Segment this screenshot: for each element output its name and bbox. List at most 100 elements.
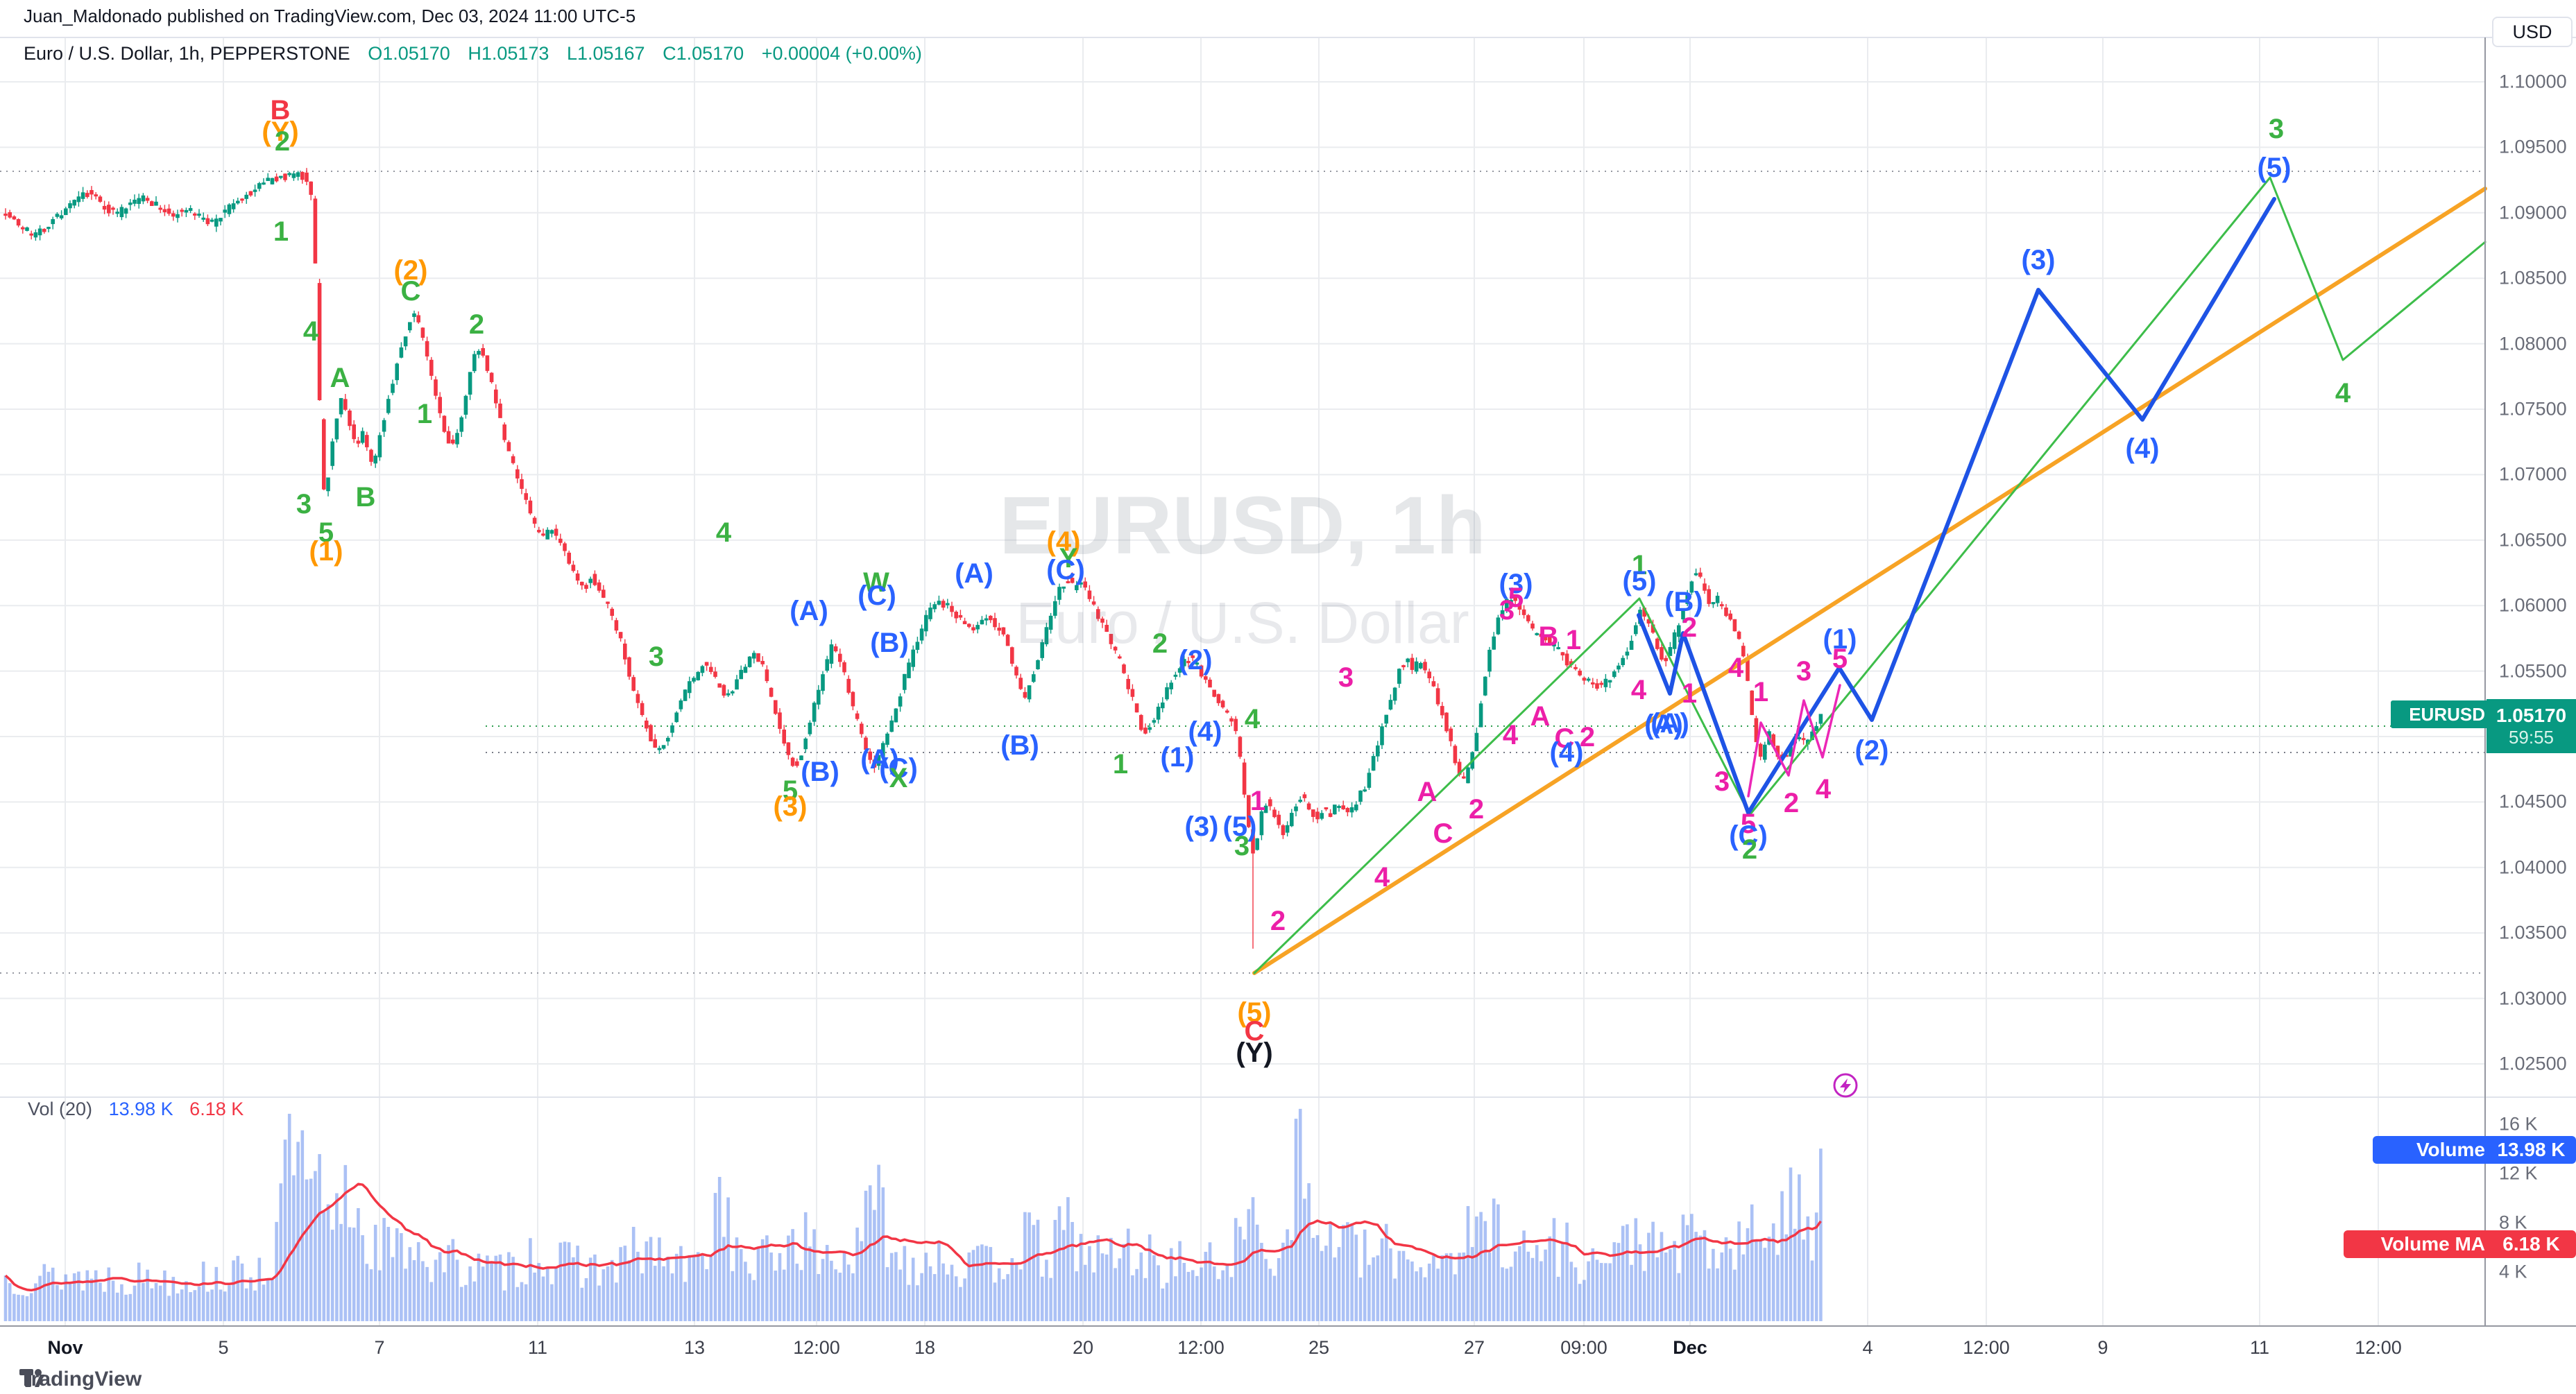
wave-label[interactable]: B — [270, 95, 291, 126]
level-lines-layer[interactable] — [0, 171, 2485, 974]
pink-subwave-line[interactable] — [1747, 684, 1841, 798]
wave-label[interactable]: W — [863, 567, 889, 598]
wave-label[interactable]: 2 — [1783, 788, 1800, 818]
wave-label[interactable]: (4) — [1549, 737, 1584, 768]
wave-label[interactable]: 1 — [1565, 625, 1582, 655]
wave-label[interactable]: 2 — [1681, 612, 1698, 643]
wave-label[interactable]: (2) — [1178, 645, 1213, 676]
wave-label[interactable]: (C) — [1046, 555, 1085, 585]
wave-label[interactable]: (A) — [1650, 708, 1689, 739]
wave-label[interactable]: (5) — [2257, 153, 2292, 183]
wave-label[interactable]: (A) — [790, 596, 828, 626]
wave-label[interactable]: (1) — [1160, 742, 1195, 773]
wave-label[interactable]: (3) — [2021, 245, 2056, 275]
wave-label[interactable]: C — [1244, 1016, 1265, 1047]
tradingview-logo[interactable]: TradingView — [19, 1368, 142, 1391]
projection-lines-layer[interactable] — [1252, 176, 2487, 975]
wave-label[interactable]: (A) — [1644, 709, 1683, 740]
volume-legend[interactable]: Vol (20) 13.98 K 6.18 K — [28, 1099, 244, 1120]
volume-ma-line[interactable] — [4, 1182, 1822, 1292]
wave-label[interactable]: 5 — [1740, 809, 1757, 839]
wave-label[interactable]: 5 — [1832, 644, 1848, 674]
wave-label[interactable]: 1 — [1752, 677, 1769, 707]
wave-label[interactable]: (B) — [801, 757, 839, 787]
wave-label[interactable]: A — [1530, 701, 1551, 732]
wave-label[interactable]: (5) — [1237, 997, 1272, 1028]
wave-label[interactable]: A — [330, 363, 350, 393]
wave-label[interactable]: (4) — [2125, 433, 2160, 464]
wave-label[interactable]: 3 — [1338, 662, 1354, 693]
wave-label[interactable]: 1 — [1631, 550, 1648, 580]
wave-label[interactable]: (5) — [1222, 811, 1257, 842]
wave-label[interactable]: (3) — [1499, 569, 1533, 599]
wave-label[interactable]: C — [1433, 818, 1453, 849]
wave-label[interactable]: 1 — [1249, 786, 1266, 816]
wave-label[interactable]: (2) — [393, 255, 428, 286]
wave-label[interactable]: 3 — [648, 642, 665, 672]
wave-label[interactable]: 4 — [715, 517, 732, 548]
wave-label[interactable]: (4) — [1188, 716, 1222, 747]
wave-label[interactable]: (4) — [1046, 526, 1081, 557]
wave-label[interactable]: 4 — [1728, 653, 1744, 683]
symbol-legend[interactable]: Euro / U.S. Dollar, 1h, PEPPERSTONE O1.0… — [24, 43, 922, 64]
wave-label[interactable]: 4 — [302, 316, 319, 347]
blue-projection-line[interactable] — [1637, 197, 2276, 815]
wave-label[interactable]: (A) — [955, 558, 993, 589]
wave-label[interactable]: 2 — [274, 126, 291, 157]
wave-label[interactable]: 2 — [1270, 906, 1286, 936]
wave-label[interactable]: 1 — [1112, 749, 1129, 780]
wave-label[interactable]: 4 — [2335, 378, 2351, 408]
wave-label[interactable]: 4 — [1244, 704, 1261, 734]
wave-label[interactable]: (C) — [1729, 820, 1768, 851]
wave-label[interactable]: 3 — [2268, 114, 2285, 144]
wave-label[interactable]: (Y) — [1236, 1038, 1273, 1068]
wave-label[interactable]: C — [400, 276, 421, 307]
wave-label[interactable]: (B) — [870, 628, 909, 658]
wave-label[interactable]: (B) — [1000, 730, 1039, 761]
wave-label[interactable]: 5 — [1508, 583, 1524, 613]
symbol-title[interactable]: Euro / U.S. Dollar, 1h, PEPPERSTONE — [24, 43, 350, 64]
wave-label[interactable]: 2 — [468, 309, 485, 340]
wave-label[interactable]: (C) — [858, 580, 896, 611]
wave-label[interactable]: Y — [1059, 543, 1078, 574]
wave-label[interactable]: 2 — [1741, 834, 1758, 865]
wave-label[interactable]: 3 — [1795, 656, 1812, 687]
wave-label[interactable]: 3 — [1714, 766, 1730, 797]
wave-label[interactable]: 4 — [1630, 675, 1647, 705]
wave-label[interactable]: (B) — [1664, 587, 1703, 617]
green-projection-line[interactable] — [1253, 176, 2487, 974]
wave-label[interactable]: 1 — [1681, 678, 1698, 709]
wave-label[interactable]: (2) — [1854, 735, 1889, 766]
wave-label[interactable]: 3 — [1234, 831, 1250, 861]
wave-label[interactable]: 4 — [1815, 774, 1832, 804]
wave-label[interactable]: X — [889, 763, 908, 793]
wave-label[interactable]: 5 — [782, 775, 799, 806]
wave-label[interactable]: (A) — [860, 744, 899, 775]
wave-label[interactable]: 2 — [1152, 628, 1168, 659]
currency-button[interactable]: USD — [2492, 17, 2573, 47]
wave-label[interactable]: (Y) — [262, 117, 299, 147]
wave-label[interactable]: (3) — [1184, 811, 1219, 842]
wave-label[interactable]: 3 — [1499, 595, 1515, 626]
wave-label[interactable]: (1) — [309, 536, 343, 567]
wave-label[interactable]: 5 — [318, 517, 334, 548]
wave-label[interactable]: 1 — [273, 216, 289, 247]
wave-label[interactable]: 2 — [1579, 722, 1596, 752]
replay-marker-icon[interactable] — [1833, 1073, 1858, 1098]
wave-label[interactable]: 2 — [1468, 794, 1485, 825]
wave-label[interactable]: 3 — [296, 489, 312, 519]
wave-label[interactable]: 4 — [1374, 862, 1390, 893]
wave-label[interactable]: (5) — [1622, 566, 1657, 596]
wave-label[interactable]: A — [1417, 777, 1438, 807]
volume-ma-value-badge: 6.18 K — [2487, 1230, 2576, 1258]
wave-label[interactable]: B — [355, 482, 376, 513]
wave-label[interactable]: (1) — [1823, 624, 1857, 655]
wave-label[interactable]: (C) — [879, 753, 918, 784]
wave-label[interactable]: 4 — [1502, 720, 1519, 750]
wave-label[interactable]: C — [1554, 723, 1575, 754]
wave-label[interactable]: (3) — [773, 791, 808, 822]
orange-trendline[interactable] — [1252, 187, 2487, 975]
wave-label[interactable]: B — [1538, 621, 1559, 652]
wave-label[interactable]: 1 — [416, 399, 433, 429]
